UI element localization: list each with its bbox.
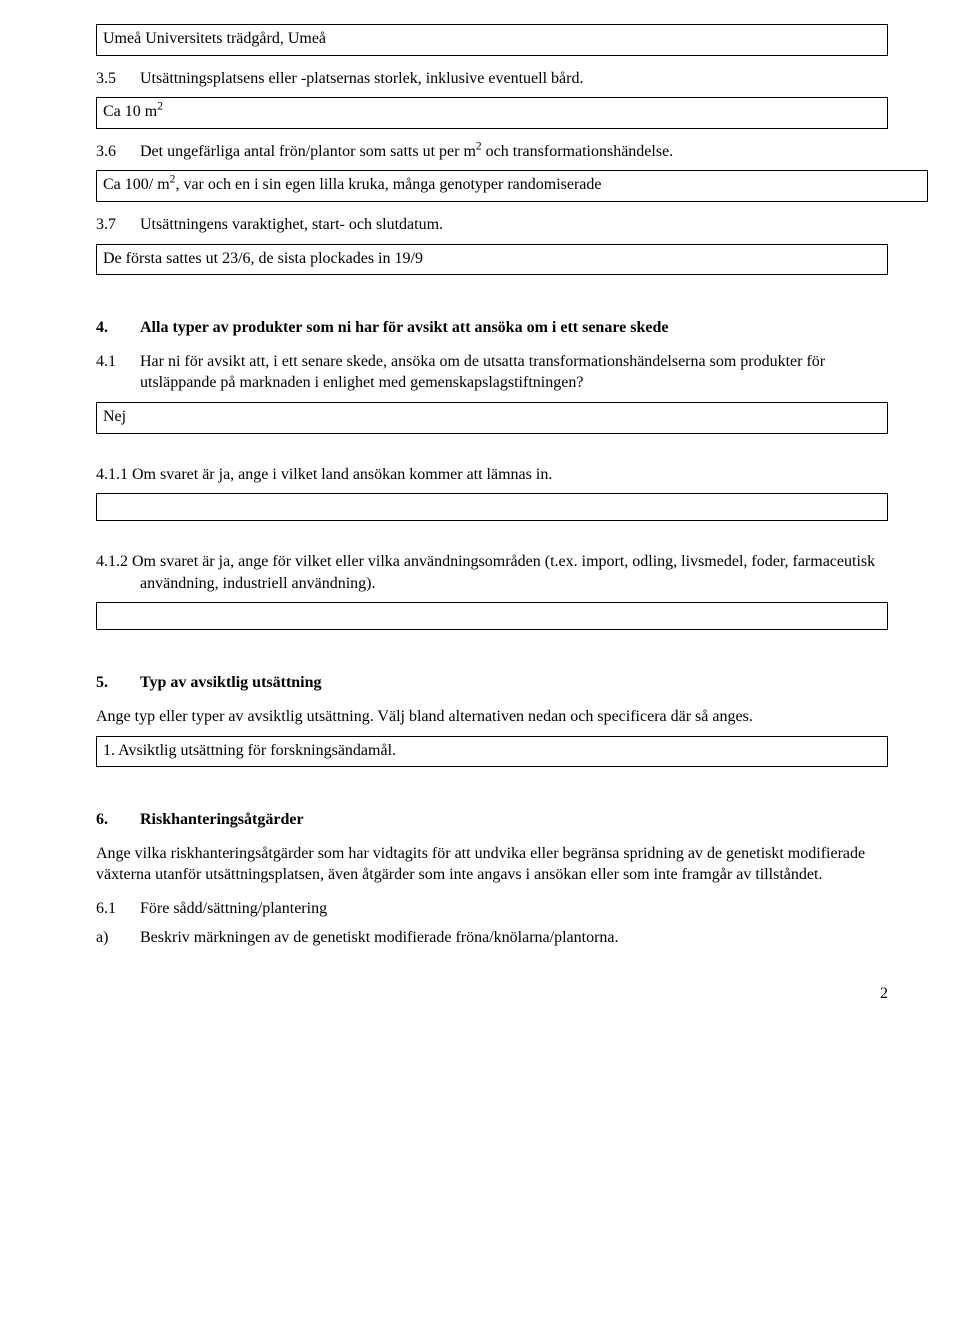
answer-box-area: Ca 10 m2 [96, 97, 888, 129]
question-number: 4.1 [96, 351, 140, 394]
section-number: 4. [96, 317, 140, 339]
answer-text: De första sattes ut 23/6, de sista plock… [103, 250, 423, 267]
question-3-6: 3.6 Det ungefärliga antal frön/plantor s… [96, 141, 888, 163]
answer-text-pre: Ca 10 m [103, 103, 157, 120]
answer-box-empty-412 [96, 602, 888, 630]
question-number: 3.5 [96, 68, 140, 90]
paragraph-text: Ange vilka riskhanteringsåtgärder som ha… [96, 845, 865, 884]
question-4-1-2: 4.1.2 Om svaret är ja, ange för vilket e… [96, 551, 888, 594]
question-text: Utsättningens varaktighet, start- och sl… [140, 214, 888, 236]
question-text: 4.1.1 Om svaret är ja, ange i vilket lan… [96, 466, 552, 483]
section-title: Typ av avsiktlig utsättning [140, 672, 888, 694]
question-6-1: 6.1 Före sådd/sättning/plantering [96, 898, 888, 920]
question-number: 3.7 [96, 214, 140, 236]
answer-box-density: Ca 100/ m2, var och en i sin egen lilla … [96, 170, 928, 202]
paragraph-text: Ange typ eller typer av avsiktlig utsätt… [96, 708, 753, 725]
question-text: Före sådd/sättning/plantering [140, 898, 888, 920]
question-6-1-a: a) Beskriv märkningen av de genetiskt mo… [96, 927, 888, 949]
question-number: a) [96, 927, 140, 949]
section-5: 5. Typ av avsiktlig utsättning [96, 672, 888, 694]
answer-text: Nej [103, 408, 126, 425]
answer-box-empty-411 [96, 493, 888, 521]
answer-text-pre: Ca 100/ m [103, 176, 170, 193]
section-6: 6. Riskhanteringsåtgärder [96, 809, 888, 831]
question-4-1-1: 4.1.1 Om svaret är ja, ange i vilket lan… [96, 464, 888, 486]
section-number: 5. [96, 672, 140, 694]
answer-text: Umeå Universitets trädgård, Umeå [103, 30, 326, 47]
question-number: 6.1 [96, 898, 140, 920]
answer-box-type: 1. Avsiktlig utsättning för forskningsän… [96, 736, 888, 768]
question-text: Det ungefärliga antal frön/plantor som s… [140, 141, 888, 163]
answer-box-duration: De första sattes ut 23/6, de sista plock… [96, 244, 888, 276]
section-title: Riskhanteringsåtgärder [140, 809, 888, 831]
section-6-intro: Ange vilka riskhanteringsåtgärder som ha… [96, 843, 888, 886]
section-number: 6. [96, 809, 140, 831]
answer-text: 1. Avsiktlig utsättning för forskningsän… [103, 742, 396, 759]
question-text-pre: Det ungefärliga antal frön/plantor som s… [140, 143, 476, 160]
question-text: 4.1.2 Om svaret är ja, ange för vilket e… [96, 553, 875, 592]
question-text: Beskriv märkningen av de genetiskt modif… [140, 927, 888, 949]
answer-box-nej: Nej [96, 402, 888, 434]
section-5-intro: Ange typ eller typer av avsiktlig utsätt… [96, 706, 888, 728]
section-title: Alla typer av produkter som ni har för a… [140, 317, 888, 339]
question-text-post: och transformationshändelse. [482, 143, 674, 160]
page-number: 2 [96, 985, 888, 1003]
answer-text-post: , var och en i sin egen lilla kruka, mån… [175, 176, 601, 193]
question-4-1: 4.1 Har ni för avsikt att, i ett senare … [96, 351, 888, 394]
question-number: 3.6 [96, 141, 140, 163]
answer-box-location: Umeå Universitets trädgård, Umeå [96, 24, 888, 56]
answer-text-sup: 2 [157, 101, 163, 113]
section-4: 4. Alla typer av produkter som ni har fö… [96, 317, 888, 339]
question-3-5: 3.5 Utsättningsplatsens eller -platserna… [96, 68, 888, 90]
question-text: Har ni för avsikt att, i ett senare sked… [140, 351, 888, 394]
question-3-7: 3.7 Utsättningens varaktighet, start- oc… [96, 214, 888, 236]
question-text: Utsättningsplatsens eller -platsernas st… [140, 68, 888, 90]
